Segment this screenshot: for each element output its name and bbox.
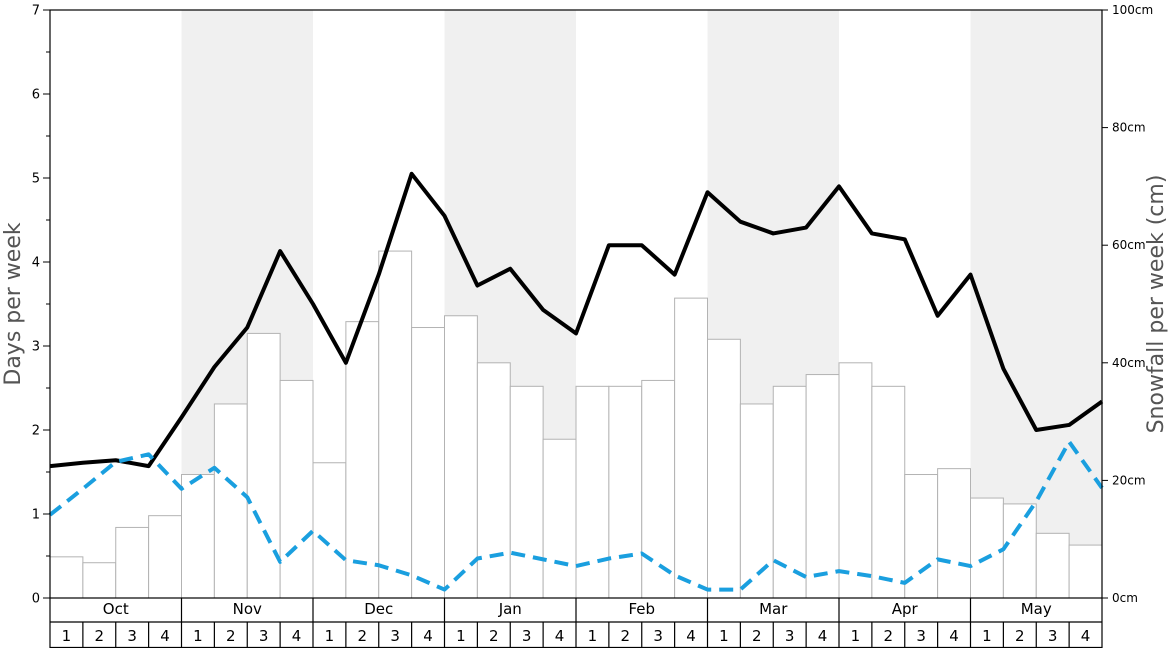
week-label: 1 [588, 627, 598, 645]
week-label: 1 [325, 627, 335, 645]
week-label: 1 [456, 627, 466, 645]
month-label: Oct [103, 600, 129, 618]
axis-labels: 0 1 2 3 4 5 6 7 0cm 20cm 40cm 60cm 80cm 100cm Oct 1 2 3 4 N… [32, 3, 1153, 645]
week-label: 3 [127, 627, 137, 645]
week-label: 1 [982, 627, 992, 645]
right-tick-label: 80cm [1112, 121, 1146, 135]
dashed-series-line [48, 439, 1104, 592]
month-label: Dec [364, 600, 393, 618]
month-label: May [1021, 600, 1052, 618]
week-label: 2 [752, 627, 762, 645]
snowfall-bar [542, 438, 577, 599]
month-label: Nov [233, 600, 262, 618]
snowfall-bar [115, 526, 150, 599]
month-label: Feb [628, 600, 655, 618]
month-label: Jan [498, 600, 522, 618]
snowfall-bar [411, 327, 445, 599]
snowfall-bar [838, 362, 873, 599]
week-label: 3 [653, 627, 663, 645]
snowfall-bar [970, 497, 1004, 599]
week-label: 4 [949, 627, 959, 645]
snowfall-bar [772, 385, 807, 599]
snowfall-bar [1002, 503, 1037, 599]
week-label: 1 [719, 627, 729, 645]
snowfall-bar [805, 374, 840, 599]
snowfall-bar [509, 385, 544, 599]
solid-series-line [49, 171, 1104, 469]
week-label: 2 [226, 627, 236, 645]
snowfall-bar [641, 379, 676, 599]
week-label: 2 [95, 627, 105, 645]
week-label: 4 [818, 627, 828, 645]
left-tick-label: 6 [32, 88, 40, 103]
snowfall-bar [707, 338, 741, 599]
right-tick-label: 20cm [1112, 473, 1146, 487]
week-label: 4 [423, 627, 433, 645]
week-label: 3 [916, 627, 926, 645]
snowfall-bar [213, 403, 248, 599]
week-label: 1 [851, 627, 861, 645]
week-label: 2 [358, 627, 368, 645]
snowfall-bar [1035, 532, 1070, 599]
left-tick-label: 0 [32, 592, 40, 607]
right-tick-label: 0cm [1112, 591, 1138, 605]
week-label: 4 [686, 627, 696, 645]
week-label: 3 [785, 627, 795, 645]
snowfall-bar [148, 515, 182, 599]
snowfall-bar [608, 385, 643, 599]
snowfall-bar [739, 403, 774, 599]
snowfall-bar [1068, 544, 1103, 599]
week-label: 1 [193, 627, 203, 645]
snowfall-bar [674, 297, 708, 599]
day-lines [48, 171, 1104, 592]
week-label: 3 [522, 627, 532, 645]
left-tick-label: 7 [32, 4, 40, 19]
snowfall-bar [378, 250, 413, 599]
snowfall-bar [937, 468, 971, 599]
week-label: 3 [390, 627, 400, 645]
snowfall-bar [312, 462, 347, 599]
snowfall-bar [476, 362, 511, 599]
week-label: 2 [1015, 627, 1025, 645]
snowfall-bar [82, 562, 117, 599]
snowfall-bar [181, 474, 215, 599]
snowfall-bar [345, 321, 380, 599]
week-label: 2 [489, 627, 499, 645]
week-label: 4 [555, 627, 565, 645]
snowfall-bars [49, 250, 1103, 599]
snowfall-bar [575, 385, 610, 599]
week-label: 2 [884, 627, 894, 645]
week-label: 4 [1081, 627, 1091, 645]
right-tick-label: 100cm [1112, 3, 1153, 17]
month-label: Apr [892, 600, 919, 618]
week-label: 3 [259, 627, 269, 645]
right-axis-title: Snowfall per week (cm) [1144, 175, 1168, 434]
left-tick-label: 5 [32, 172, 40, 187]
week-label: 3 [1048, 627, 1058, 645]
snowfall-bar [871, 385, 906, 599]
week-label: 4 [292, 627, 302, 645]
week-label: 2 [621, 627, 631, 645]
snowfall-bar [246, 332, 281, 599]
left-tick-label: 1 [32, 508, 40, 523]
week-label: 4 [160, 627, 170, 645]
snowfall-bar [444, 315, 478, 599]
month-label: Mar [759, 600, 788, 618]
right-tick-label: 60cm [1112, 238, 1146, 252]
snowfall-bar [49, 556, 84, 599]
left-axis-title: Days per week [1, 222, 26, 385]
snowfall-bar [279, 379, 314, 599]
left-tick-label: 4 [32, 256, 40, 271]
week-label: 1 [62, 627, 72, 645]
left-tick-label: 2 [32, 424, 40, 439]
right-tick-label: 40cm [1112, 356, 1146, 370]
left-tick-label: 3 [32, 340, 40, 355]
